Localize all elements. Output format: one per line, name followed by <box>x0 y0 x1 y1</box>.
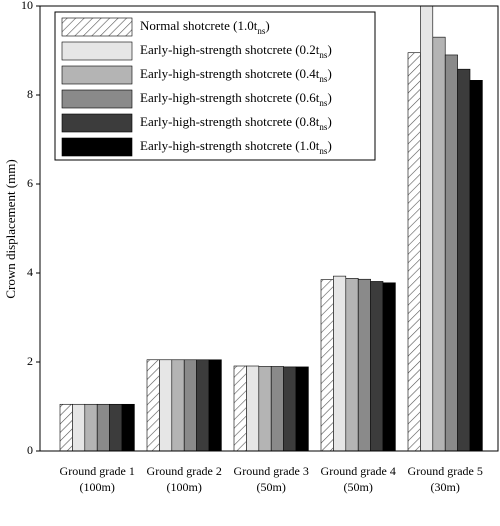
bar <box>370 281 384 452</box>
bar <box>233 365 247 452</box>
bar <box>258 366 272 452</box>
bar <box>382 282 396 452</box>
legend-box <box>54 11 376 161</box>
bar <box>159 359 173 452</box>
bar <box>109 403 123 452</box>
x-tick-label: Ground grade 5 <box>408 464 483 478</box>
legend-swatch <box>61 65 133 85</box>
bar <box>72 403 86 452</box>
legend-swatch <box>61 41 133 61</box>
legend-label: Normal shotcrete (1.0tns) <box>140 18 270 36</box>
legend-label: Early-high-strength shotcrete (0.4tns) <box>140 66 332 84</box>
legend-label: Early-high-strength shotcrete (0.2tns) <box>140 42 332 60</box>
bar <box>295 366 309 452</box>
bar <box>283 366 297 452</box>
bar <box>208 359 222 452</box>
bar <box>345 278 359 452</box>
bar <box>59 403 73 452</box>
y-tick-label: 8 <box>27 87 33 101</box>
bar <box>121 403 135 452</box>
y-tick-label: 10 <box>21 0 33 12</box>
bar <box>246 365 260 452</box>
bar <box>183 359 197 452</box>
legend-label: Early-high-strength shotcrete (1.0tns) <box>140 138 332 156</box>
bar <box>171 359 185 452</box>
bar <box>444 54 458 452</box>
bar <box>84 403 98 452</box>
bar <box>407 52 421 452</box>
legend-swatch <box>61 137 133 157</box>
x-tick-label: (30m) <box>431 480 460 494</box>
bar <box>420 5 434 452</box>
y-tick-label: 4 <box>27 265 33 279</box>
bar <box>96 403 110 452</box>
x-tick-label: Ground grade 1 <box>60 464 135 478</box>
x-tick-label: (50m) <box>344 480 373 494</box>
bar <box>333 275 347 452</box>
bar <box>196 359 210 452</box>
y-tick-label: 6 <box>27 176 33 190</box>
x-tick-label: Ground grade 3 <box>234 464 309 478</box>
legend-swatch <box>61 17 133 37</box>
bar <box>270 366 284 452</box>
legend-swatch <box>61 113 133 133</box>
y-axis-label: Crown displacement (mm) <box>3 159 18 298</box>
bar <box>469 80 483 452</box>
legend-label: Early-high-strength shotcrete (0.8tns) <box>140 114 332 132</box>
legend: Normal shotcrete (1.0tns) Early-high-stre… <box>54 11 376 161</box>
bar <box>146 359 160 452</box>
x-tick-label: Ground grade 4 <box>321 464 396 478</box>
bar <box>357 278 371 452</box>
x-tick-label: (100m) <box>80 480 115 494</box>
bar <box>457 68 471 452</box>
y-tick-label: 2 <box>27 354 33 368</box>
x-tick-label: (50m) <box>257 480 286 494</box>
plot-frame <box>39 5 499 452</box>
bar <box>432 36 446 452</box>
x-tick-label: (100m) <box>167 480 202 494</box>
bar <box>320 279 334 452</box>
y-tick-label: 0 <box>27 443 33 457</box>
x-tick-label: Ground grade 2 <box>147 464 222 478</box>
legend-swatch <box>61 89 133 109</box>
legend-label: Early-high-strength shotcrete (0.6tns) <box>140 90 332 108</box>
